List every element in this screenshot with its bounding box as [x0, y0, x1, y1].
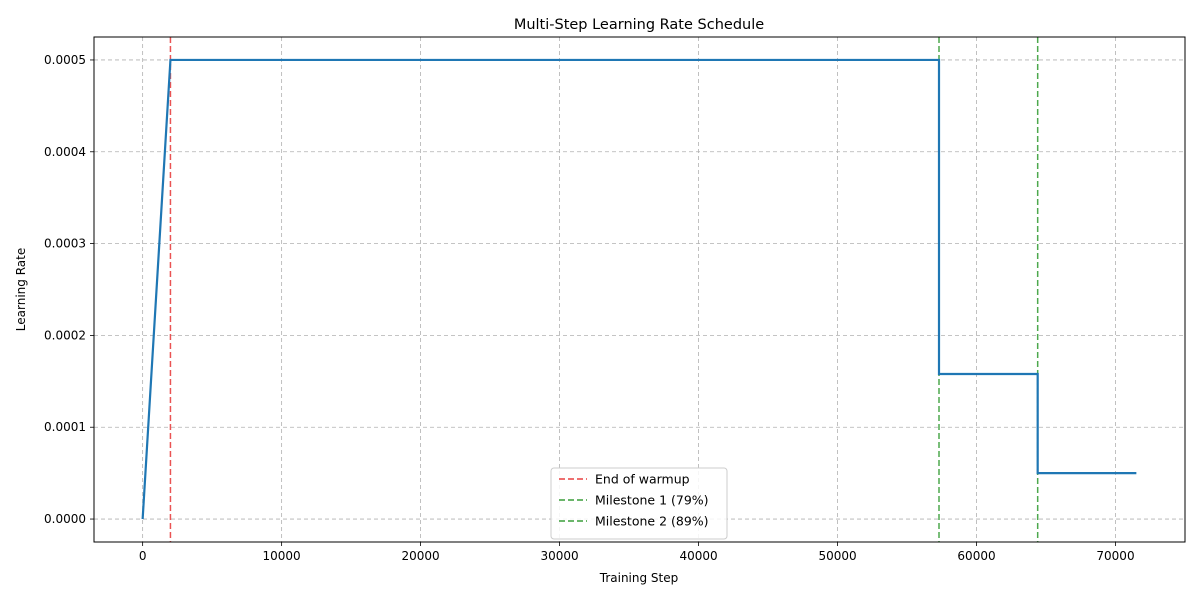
x-tick-label: 50000: [818, 549, 856, 563]
y-tick-label: 0.0000: [44, 512, 86, 526]
legend: End of warmup Milestone 1 (79%) Milestone …: [550, 467, 728, 540]
legend-label: Milestone 2 (89%): [595, 514, 709, 529]
legend-label: Milestone 1 (79%): [595, 493, 709, 508]
y-tick-label: 0.0004: [44, 145, 86, 159]
y-axis-title: Learning Rate: [14, 248, 28, 331]
x-tick-label: 60000: [957, 549, 995, 563]
x-tick-label: 30000: [540, 549, 578, 563]
series-layer: [141, 58, 1137, 520]
x-axis-title: Training Step: [599, 571, 679, 585]
y-axis: 0.0000 0.0001 0.0002 0.0003 0.0004 0.0005: [44, 53, 94, 526]
x-axis: 0 10000 20000 30000 40000 50000 60000 70000: [139, 542, 1135, 563]
x-tick-label: 10000: [263, 549, 301, 563]
series-line-1: [141, 58, 1137, 520]
y-tick-label: 0.0002: [44, 328, 86, 342]
legend-box: [550, 467, 728, 540]
x-tick-label: 70000: [1096, 549, 1134, 563]
x-tick-label: 0: [139, 549, 147, 563]
x-tick-label: 20000: [402, 549, 440, 563]
chart-title: Multi-Step Learning Rate Schedule: [514, 17, 764, 33]
grid: [94, 37, 1185, 542]
x-tick-label: 40000: [679, 549, 717, 563]
plot-frame: [93, 36, 1186, 543]
legend-label: End of warmup: [595, 472, 690, 487]
y-tick-label: 0.0005: [44, 53, 86, 67]
y-tick-label: 0.0001: [44, 420, 86, 434]
y-tick-label: 0.0003: [44, 237, 86, 251]
